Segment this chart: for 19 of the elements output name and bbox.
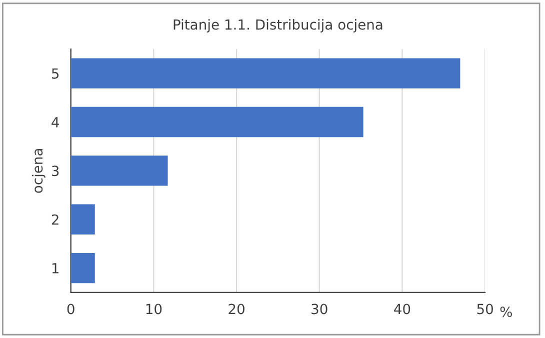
x-tick-label: 20 [228,304,244,314]
bar [70,106,364,138]
bar [70,204,95,234]
y-tick-label: 2 [52,214,58,225]
x-tick-label: 40 [394,304,410,314]
y-tick-label: 1 [52,263,58,274]
y-tick-label: 4 [52,117,59,128]
bar [70,58,460,88]
x-tick-label: 50 [477,304,493,314]
x-tick-label: 10 [146,304,162,314]
y-axis-title: ocjena [32,149,46,193]
y-tick-label: 3 [52,166,59,176]
bar [70,252,95,284]
y-tick-label: 5 [52,68,59,79]
x-tick-label: 0 [67,304,74,314]
x-axis-title: % [500,306,512,318]
chart-title: Pitanje 1.1. Distribucija ocjena [174,19,382,32]
bar [70,156,168,186]
x-tick-label: 30 [312,304,328,314]
